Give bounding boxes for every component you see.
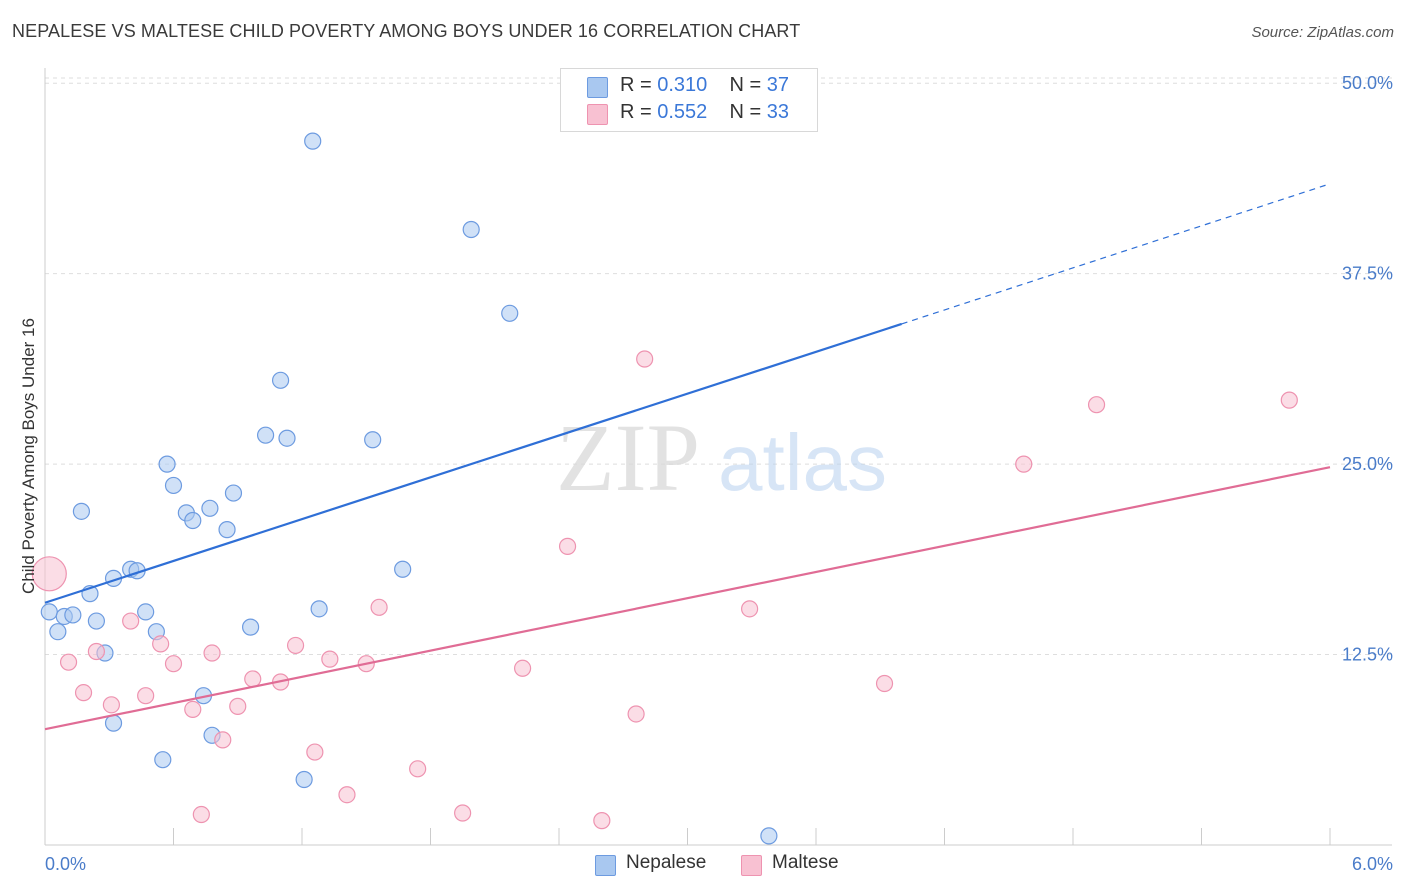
nepalese-point	[72, 502, 91, 520]
nepalese-point	[40, 603, 58, 621]
maltese-point	[306, 743, 324, 761]
maltese-point	[152, 635, 170, 653]
x-tick-label: 0.0%	[45, 854, 86, 874]
maltese-point	[87, 642, 106, 661]
maltese-point	[741, 600, 759, 618]
nepalese-point	[501, 304, 519, 322]
maltese-point	[122, 612, 140, 630]
maltese-point	[454, 804, 472, 822]
nepalese-point	[295, 770, 313, 789]
axes	[44, 68, 1392, 846]
watermark-atlas: atlas	[718, 418, 887, 507]
maltese-point	[244, 670, 262, 688]
legend-text-nepalese: R = 0.310 N = 37	[620, 74, 789, 97]
nepalese-point	[256, 426, 275, 444]
nepalese-point	[137, 603, 155, 621]
maltese-point	[102, 696, 120, 714]
nepalese-point	[49, 623, 67, 641]
maltese-point	[513, 659, 532, 677]
nepalese-point	[64, 606, 82, 624]
r-value: 0.310	[657, 74, 708, 96]
nepalese-point	[184, 511, 202, 530]
y-axis-label: Child Poverty Among Boys Under 16	[19, 318, 38, 594]
maltese-point	[636, 350, 654, 368]
watermark: ZIP atlas	[556, 404, 887, 511]
maltese-point	[593, 812, 611, 830]
y-tick-label: 12.5%	[1342, 645, 1393, 665]
watermark-zip: ZIP	[556, 404, 700, 511]
maltese-point	[370, 598, 388, 616]
maltese-point	[558, 537, 577, 555]
maltese-point	[214, 731, 232, 749]
correlation-legend: R = 0.310 N = 37 R = 0.552 N = 33	[560, 68, 818, 132]
nepalese-point	[304, 132, 322, 150]
maltese-point	[229, 697, 247, 715]
tick-labels: 12.5% 25.0% 37.5% 50.0% 0.0% 6.0%	[45, 73, 1393, 874]
nepalese-point	[164, 476, 183, 495]
nepalese-point	[394, 560, 412, 578]
nepalese-legend-label: Nepalese	[626, 852, 707, 873]
maltese-point	[627, 705, 645, 723]
nepalese-legend-swatch	[595, 855, 616, 876]
nepalese-point	[278, 429, 296, 447]
maltese-point	[1087, 396, 1106, 414]
maltese-legend-swatch	[741, 855, 762, 876]
trend-lines	[44, 183, 1331, 731]
y-tick-label: 50.0%	[1342, 73, 1393, 93]
nepalese-trend-extension	[901, 183, 1331, 325]
n-value: 33	[766, 101, 790, 123]
nepalese-point	[310, 600, 328, 618]
n-label: N =	[729, 74, 762, 96]
nepalese-point	[462, 220, 480, 239]
nepalese-point	[87, 612, 106, 630]
maltese-point	[74, 684, 93, 702]
nepalese-point	[218, 521, 236, 539]
nepalese-point	[154, 751, 172, 769]
y-tick-label: 25.0%	[1342, 454, 1393, 474]
nepalese-point	[271, 371, 290, 389]
legend-text-maltese: R = 0.552 N = 33	[620, 101, 789, 124]
maltese-point	[192, 805, 210, 824]
nepalese-point	[224, 484, 243, 502]
r-label: R =	[620, 74, 652, 96]
nepalese-trend-line	[44, 322, 903, 604]
maltese-legend-label: Maltese	[772, 852, 839, 873]
nepalese-point	[760, 827, 778, 845]
maltese-points	[31, 350, 1298, 830]
grid-lines	[45, 77, 1392, 656]
nepalese-swatch	[587, 77, 608, 98]
maltese-point	[409, 760, 427, 778]
maltese-point	[875, 674, 894, 693]
nepalese-point	[242, 618, 260, 636]
x-tick-label: 6.0%	[1352, 854, 1393, 874]
maltese-point	[1015, 455, 1033, 473]
maltese-point	[203, 644, 221, 662]
maltese-swatch	[587, 104, 608, 125]
y-tick-label: 37.5%	[1342, 264, 1393, 284]
maltese-point	[184, 700, 202, 719]
maltese-point	[286, 636, 305, 655]
n-value: 37	[766, 74, 790, 96]
maltese-point	[164, 655, 183, 673]
nepalese-point	[364, 431, 382, 449]
maltese-point	[321, 650, 339, 668]
maltese-point	[1280, 391, 1298, 409]
maltese-point	[31, 556, 67, 592]
nepalese-point	[201, 499, 219, 517]
n-label: N =	[729, 101, 762, 123]
maltese-point	[137, 687, 155, 705]
nepalese-point	[104, 714, 123, 732]
chart-title: NEPALESE VS MALTESE CHILD POVERTY AMONG …	[12, 21, 801, 41]
maltese-trend-line	[44, 466, 1331, 731]
nepalese-point	[158, 455, 176, 473]
maltese-point	[59, 653, 78, 671]
r-value: 0.552	[657, 101, 708, 123]
source-label: Source: ZipAtlas.com	[1251, 24, 1394, 41]
r-label: R =	[620, 101, 652, 123]
maltese-point	[338, 786, 356, 804]
